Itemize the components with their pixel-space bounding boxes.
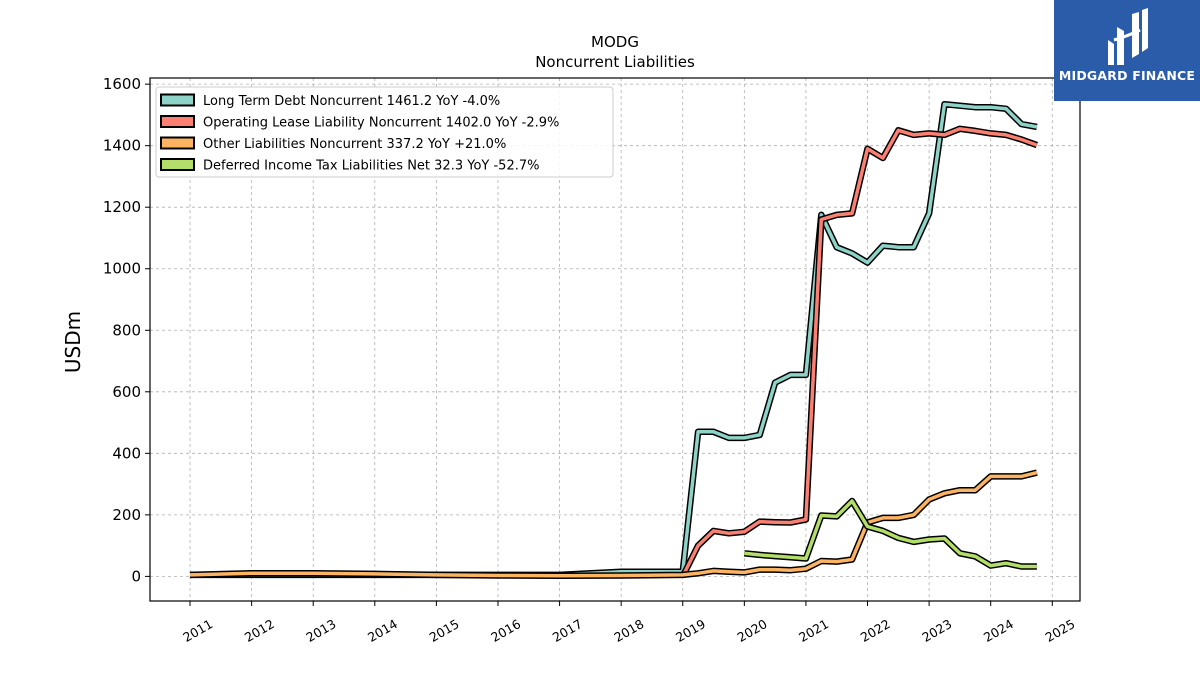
series-line-2: [679, 125, 1039, 578]
x-tick-label: 2012: [242, 616, 277, 645]
y-tick-label: 400: [112, 444, 141, 462]
x-tick-label: 2014: [365, 616, 400, 645]
x-tick-label: 2024: [981, 616, 1016, 645]
legend-swatch: [160, 93, 195, 107]
brand-name: MIDGARD FINANCE: [1058, 68, 1196, 83]
chart-title: MODG: [591, 33, 639, 51]
legend-box: [155, 86, 614, 178]
y-tick-label: 200: [112, 506, 141, 524]
legend-swatch: [160, 115, 195, 128]
brand-logo: MIDGARD FINANCE: [1054, 0, 1200, 101]
x-tick-label: 2011: [180, 616, 215, 645]
x-tick-label: 2020: [735, 616, 770, 645]
y-tick-label: 1400: [103, 137, 141, 155]
legend-swatch: [160, 158, 195, 171]
x-tick-label: 2022: [858, 616, 893, 645]
y-tick-label: 1600: [103, 75, 141, 93]
logo-mark-icon: [1108, 8, 1148, 65]
x-tick-label: 2021: [796, 616, 831, 645]
y-tick-label: 600: [112, 383, 141, 401]
x-tick-label: 2023: [919, 616, 954, 645]
y-tick-label: 1000: [103, 260, 141, 278]
x-tick-label: 2016: [488, 616, 523, 645]
series-line-4: [743, 497, 1037, 570]
series-stroke: [189, 470, 1038, 578]
y-tick-label: 0: [131, 567, 141, 585]
legend-label: Deferred Income Tax Liabilities Net 32.3…: [203, 159, 539, 174]
legend-label: Long Term Debt Noncurrent 1461.2 YoY -4.…: [203, 94, 500, 109]
x-tick-label: 2018: [611, 616, 646, 645]
legend-label: Other Liabilities Noncurrent 337.2 YoY +…: [203, 137, 506, 152]
legend: Long Term Debt Noncurrent 1461.2 YoY -4.…: [155, 86, 614, 178]
plot-area: [189, 100, 1039, 580]
series-line-3: [189, 469, 1038, 580]
y-axis-label: USDm: [61, 311, 85, 373]
x-tick-label: 2017: [550, 616, 585, 645]
x-tick-label: 2019: [673, 616, 708, 645]
grid-lines: [150, 78, 1080, 601]
series-outline: [189, 469, 1038, 580]
chart-subtitle: Noncurrent Liabilities: [535, 53, 695, 71]
y-tick-label: 1200: [103, 198, 141, 216]
plot-frame: [149, 77, 1081, 602]
legend-swatch: [160, 136, 195, 150]
x-tick-label: 2013: [303, 616, 338, 645]
series-stroke: [744, 499, 1037, 569]
x-tick-label: 2015: [427, 616, 462, 645]
y-tick-label: 800: [112, 321, 141, 339]
series-stroke: [681, 127, 1038, 578]
x-tick-label: 2025: [1043, 616, 1078, 645]
legend-label: Operating Lease Liability Noncurrent 140…: [203, 116, 559, 131]
